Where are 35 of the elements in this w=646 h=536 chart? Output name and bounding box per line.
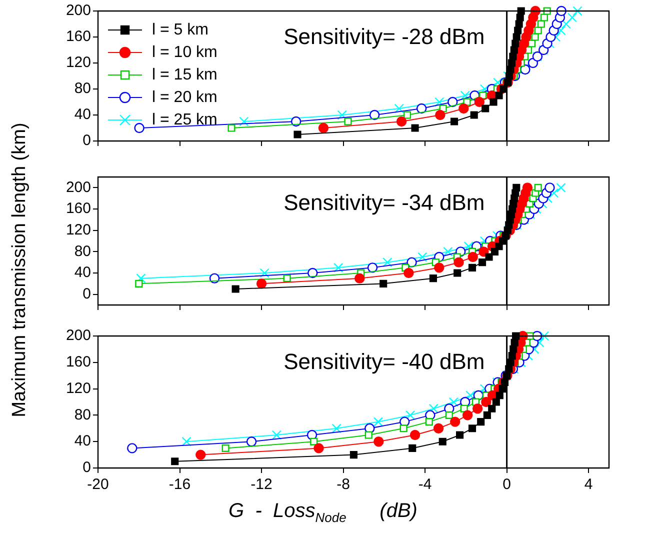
x-tick-label: 0: [502, 476, 511, 494]
y-tick-label: 120: [66, 380, 91, 397]
text: Sensitivity= -28 dBm: [284, 24, 485, 50]
x-tick-label: -8: [336, 476, 350, 494]
y-tick-label: 80: [74, 80, 91, 98]
x-tick-label: 4: [584, 476, 593, 494]
y-tick-label: 200: [66, 2, 91, 20]
legend-label: l = 10 km: [152, 44, 218, 61]
legend-label: l = 15 km: [152, 66, 218, 84]
y-tick-label: 0: [82, 285, 91, 302]
y-tick-label: 160: [66, 200, 91, 218]
x-tick-label: -12: [250, 476, 272, 494]
y-axis-title: Maximum transmission length (km): [9, 122, 31, 418]
y-tick-label: 40: [74, 264, 91, 282]
y-tick-label: 160: [66, 28, 91, 46]
y-tick-label: 40: [74, 106, 91, 124]
x-tick-label: -4: [418, 476, 432, 494]
legend-label: l = 25 km: [152, 111, 218, 128]
y-tick-label: 120: [66, 54, 91, 72]
y-tick-label: 200: [66, 178, 91, 196]
legend-label: l = 5 km: [152, 21, 208, 38]
y-tick-label: 0: [82, 459, 91, 476]
x-tick-label: -16: [168, 476, 191, 494]
y-tick-label: 200: [66, 327, 91, 344]
y-tick-label: 120: [66, 221, 91, 238]
x-tick-label: -20: [87, 476, 109, 494]
y-tick-label: 0: [82, 132, 91, 150]
legend-label: l = 20 km: [152, 88, 218, 106]
text: Sensitivity= -40 dBm: [284, 349, 485, 374]
text: Sensitivity= -34 dBm: [284, 190, 485, 216]
text: G - Loss$_{Node}$ (dB): [228, 500, 418, 525]
y-tick-label: 40: [74, 432, 91, 450]
y-tick-label: 160: [66, 354, 91, 371]
y-tick-label: 80: [74, 406, 91, 424]
y-tick-label: 80: [74, 242, 91, 260]
